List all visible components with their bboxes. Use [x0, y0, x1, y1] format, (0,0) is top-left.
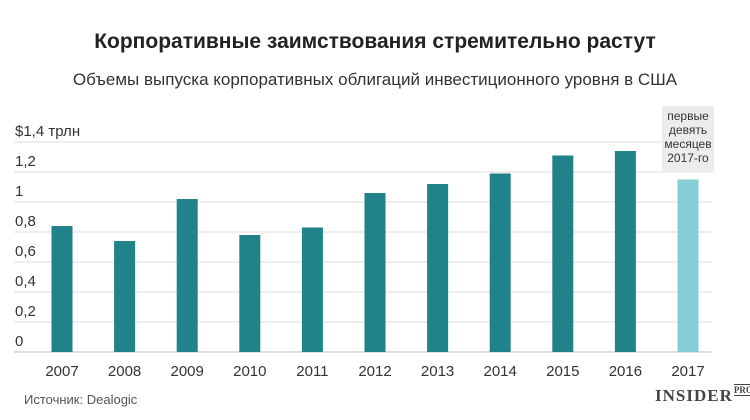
annotation-line: месяцев	[664, 137, 711, 151]
y-tick-label: 0,2	[15, 303, 36, 320]
x-tick-label: 2010	[233, 363, 266, 380]
x-tick-label: 2012	[358, 363, 391, 380]
x-tick-label: 2007	[45, 363, 78, 380]
y-tick-label: 0,6	[15, 243, 36, 260]
x-tick-label: 2009	[171, 363, 204, 380]
chart-subtitle: Объемы выпуска корпоративных облигаций и…	[72, 70, 678, 89]
bar-2012	[364, 193, 386, 352]
brand-name: INSIDER	[655, 386, 733, 405]
x-tick-label: 2014	[484, 363, 517, 380]
y-tick-label: 0,4	[15, 273, 36, 290]
y-tick-label: 1	[15, 183, 23, 200]
y-tick-label: 1,2	[15, 153, 36, 170]
x-tick-label: 2016	[609, 363, 642, 380]
bar-2015	[552, 155, 574, 352]
bar-2014	[489, 173, 511, 352]
brand-suffix: PRO	[733, 384, 750, 396]
bar-2007	[51, 226, 73, 352]
annotation-line: 2017-го	[667, 151, 709, 165]
y-tick-label: 0	[15, 333, 23, 350]
chart-title: Корпоративные заимствования стремительно…	[94, 30, 656, 53]
x-tick-label: 2017	[671, 363, 704, 380]
annotation-box	[662, 106, 714, 172]
x-tick-label: 2015	[546, 363, 579, 380]
bar-2016	[614, 151, 636, 352]
bar-2009	[176, 199, 198, 352]
bar-2008	[114, 241, 136, 352]
brand-logo: INSIDERPRO	[655, 384, 750, 406]
bar-2011	[301, 227, 323, 352]
bar-2017	[677, 179, 699, 352]
source-note: Источник: Dealogic	[24, 392, 138, 407]
x-tick-label: 2011	[296, 363, 328, 380]
annotation-line: первые	[667, 109, 709, 123]
y-tick-label: $1,4 трлн	[15, 123, 80, 140]
annotation-line: девять	[669, 123, 707, 137]
x-tick-label: 2013	[421, 363, 454, 380]
x-tick-label: 2008	[108, 363, 141, 380]
bar-2013	[427, 184, 449, 352]
bar-2010	[239, 235, 261, 352]
y-tick-label: 0,8	[15, 213, 36, 230]
